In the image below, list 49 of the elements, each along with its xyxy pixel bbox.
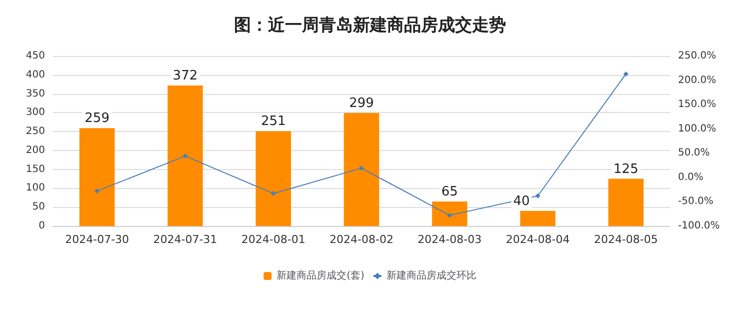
y2-tick-label: 200.0% (678, 74, 716, 86)
bar (520, 210, 556, 226)
y2-tick-label: 150.0% (678, 99, 716, 110)
y-tick-label: 300 (26, 107, 45, 118)
point (182, 154, 188, 159)
point (623, 71, 628, 76)
data-label: 259 (84, 111, 110, 126)
point (94, 188, 100, 194)
chart-title: 图：近一周青岛新建商品房成交走势 (234, 16, 506, 36)
y-tick-label: 50 (32, 202, 45, 213)
y2-tick-label: -50.0% (678, 196, 714, 208)
y-tick-label: 350 (26, 88, 45, 100)
y2-tick-label: 50.0% (678, 148, 710, 159)
x-tick-label: 2024-08-04 (506, 233, 570, 246)
data-label: 299 (349, 96, 374, 112)
data-label: 372 (172, 68, 198, 84)
x-tick-label: 2024-07-30 (65, 233, 130, 246)
legend-label: 新建商品房成交环比 (386, 270, 476, 282)
x-tick-label: 2024-08-01 (241, 233, 306, 246)
data-label: 125 (614, 162, 638, 177)
y-tick-label: 400 (26, 69, 45, 80)
y2-tick-label: 250.0% (678, 50, 716, 62)
bar (168, 85, 203, 226)
data-label: 251 (260, 114, 286, 130)
y-tick-label: 150 (26, 164, 45, 175)
y2-tick-label: 0.0% (678, 172, 704, 183)
data-label: 65 (441, 184, 458, 200)
bar (608, 178, 644, 226)
legend-label: 新建商品房成交(套) (276, 270, 364, 282)
y-tick-label: 200 (26, 144, 45, 156)
y-tick-label: 100 (26, 182, 45, 194)
x-tick-label: 2024-07-31 (153, 233, 218, 246)
point (447, 212, 452, 218)
point (535, 193, 540, 198)
bar (256, 131, 291, 226)
y-tick-label: 250 (26, 126, 45, 138)
y-tick-label: 0 (38, 220, 45, 232)
point (270, 190, 276, 196)
x-tick-label: 2024-08-03 (418, 233, 482, 246)
bar (79, 128, 115, 226)
bar (344, 113, 380, 226)
data-label: 40 (513, 194, 530, 209)
y2-tick-label: -100.0% (678, 220, 720, 232)
x-tick-label: 2024-08-02 (330, 233, 394, 246)
bar (432, 201, 468, 226)
x-tick-label: 2024-08-05 (594, 233, 658, 246)
y2-tick-label: 100.0% (678, 123, 716, 134)
point (359, 166, 364, 171)
y-tick-label: 450 (26, 50, 45, 62)
